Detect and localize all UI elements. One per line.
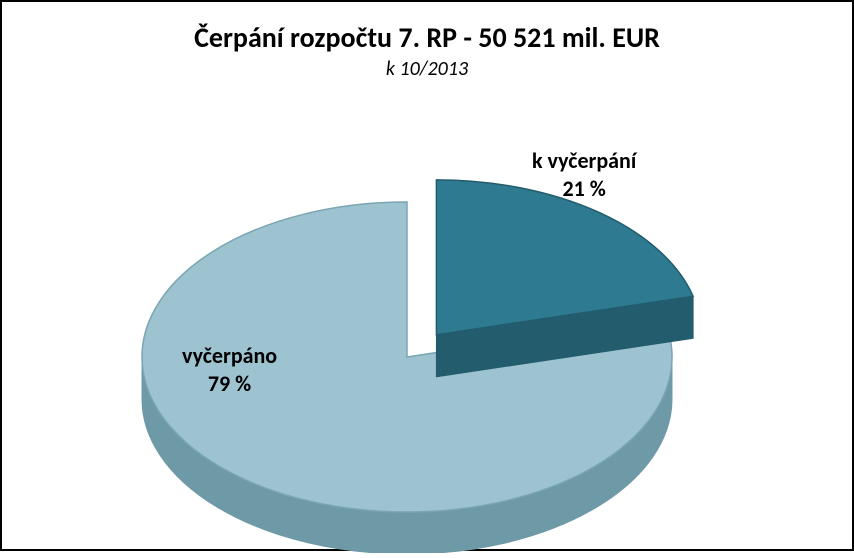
chart-frame: Čerpání rozpočtu 7. RP - 50 521 mil. EUR… <box>0 0 854 551</box>
slice-label-vycerpano: vyčerpáno 79 % <box>182 342 277 397</box>
slice-label-pct: 79 % <box>182 370 277 398</box>
pie-chart: vyčerpáno 79 % k vyčerpání 21 % <box>2 97 854 553</box>
chart-title: Čerpání rozpočtu 7. RP - 50 521 mil. EUR <box>2 2 852 55</box>
chart-subtitle: k 10/2013 <box>2 57 852 81</box>
slice-label-kvycerpani: k vyčerpání 21 % <box>532 147 636 202</box>
slice-label-text: vyčerpáno <box>182 342 277 370</box>
slice-label-text: k vyčerpání <box>532 147 636 175</box>
slice-label-pct: 21 % <box>532 175 636 203</box>
